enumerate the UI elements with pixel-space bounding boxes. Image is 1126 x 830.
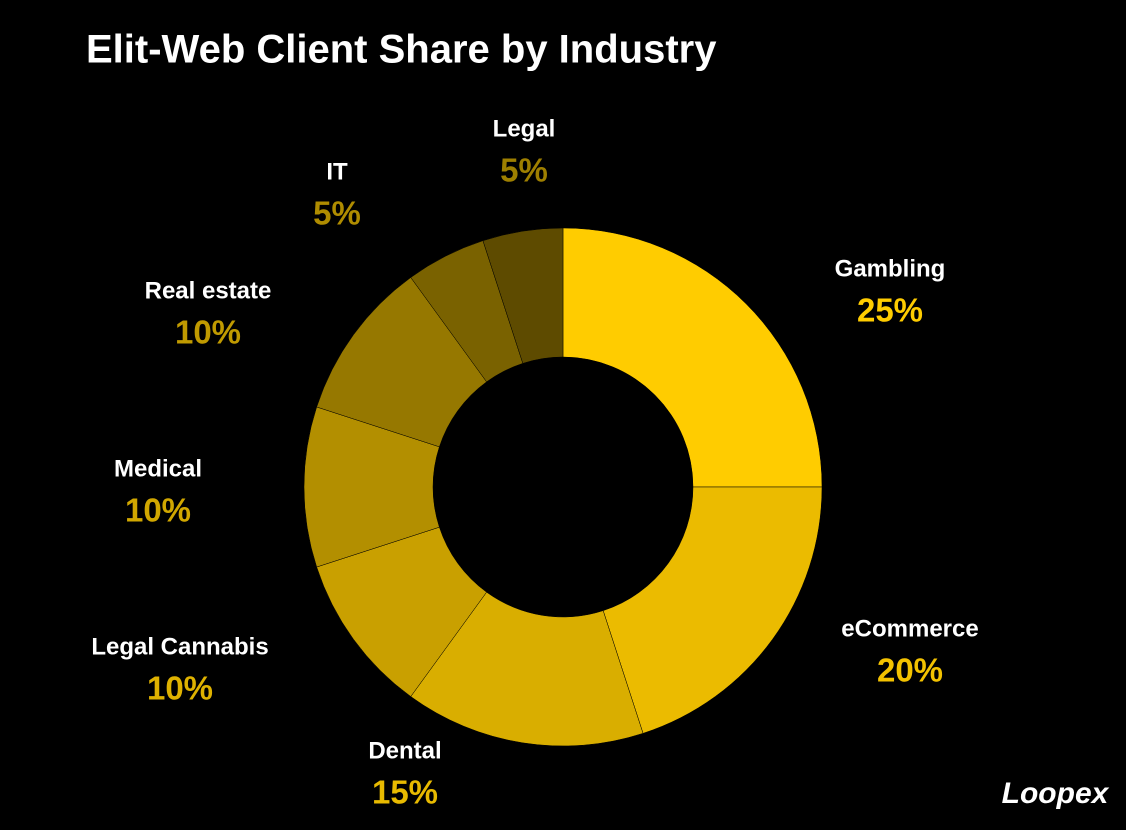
logo: Loopex — [1002, 777, 1110, 810]
slice-label: Legal Cannabis — [91, 633, 268, 660]
value-label: 10% — [125, 492, 191, 529]
donut-slice — [602, 486, 823, 734]
value-label: 25% — [857, 292, 923, 329]
value-label: 20% — [877, 652, 943, 689]
slice-label: Medical — [114, 455, 202, 482]
slice-label: Gambling — [835, 255, 946, 282]
value-label: 5% — [313, 195, 361, 232]
donut-slice — [410, 591, 644, 747]
chart-title: Elit-Web Client Share by Industry — [86, 28, 717, 72]
value-label: 10% — [175, 314, 241, 351]
donut-slice — [562, 227, 823, 488]
value-label: 5% — [500, 152, 548, 189]
slice-label: IT — [326, 158, 348, 185]
slice-label: eCommerce — [841, 615, 978, 642]
value-label: 10% — [147, 670, 213, 707]
slice-label: Legal — [493, 115, 556, 142]
slice-label: Real estate — [145, 277, 272, 304]
value-label: 15% — [372, 774, 438, 811]
donut-slice — [482, 227, 564, 364]
slice-label: Dental — [368, 737, 441, 764]
